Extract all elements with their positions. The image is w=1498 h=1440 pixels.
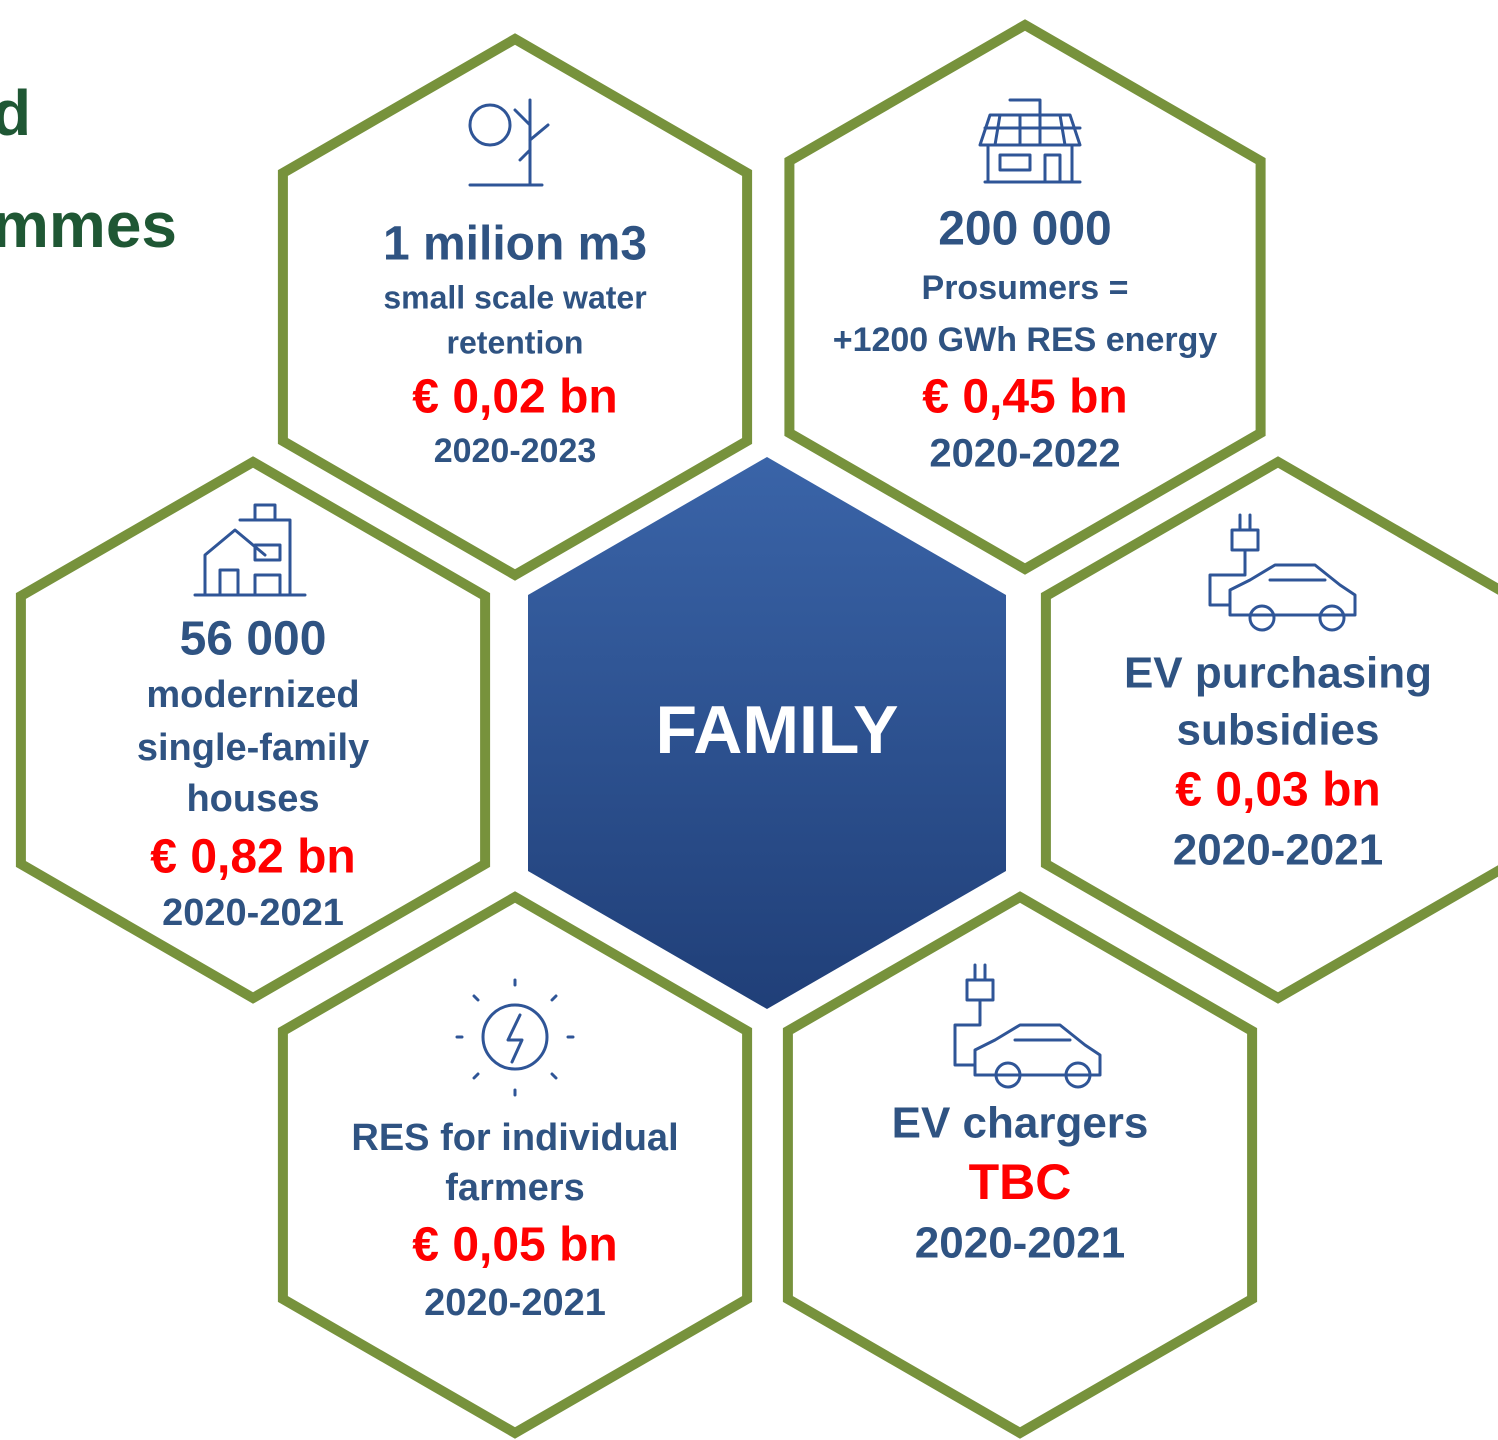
icon-solar-house: [980, 100, 1080, 182]
hexagon-description: EV purchasing: [1124, 649, 1432, 698]
hexagon-description: small scale water: [383, 279, 646, 315]
hexagon-description: +1200 GWh RES energy: [833, 321, 1218, 359]
hexagon-description: Prosumers =: [922, 269, 1129, 307]
hexagon-description: houses: [186, 778, 319, 820]
hexagon-period: 2020-2023: [434, 432, 597, 470]
title-fragment: mmes: [0, 189, 177, 261]
hexagon-amount: € 0,02 bn: [412, 371, 617, 424]
hexagon-description: subsidies: [1177, 706, 1380, 755]
hexagon-description: single-family: [137, 727, 369, 769]
hexagon-period: 2020-2021: [162, 892, 344, 934]
hexagon-amount: TBC: [969, 1154, 1072, 1210]
hexagon-period: 2020-2022: [929, 432, 1120, 476]
hexagon-amount: € 0,05 bn: [412, 1219, 617, 1272]
hexagon-period: 2020-2021: [1173, 826, 1383, 875]
hexagon-period: 2020-2021: [915, 1219, 1125, 1268]
hexagon-headline: 200 000: [938, 203, 1112, 256]
hexagon-amount: € 0,45 bn: [922, 371, 1127, 424]
icon-house: [195, 505, 305, 595]
hexagon-description: RES for individual: [351, 1117, 678, 1159]
title-fragment: d: [0, 77, 31, 149]
hexagon-description: farmers: [445, 1167, 584, 1209]
icon-ev-charger: [955, 965, 1100, 1087]
center-label: FAMILY: [655, 692, 898, 768]
icon-ev: [1210, 515, 1355, 630]
hexagon-period: 2020-2021: [424, 1282, 606, 1324]
hexagon-headline: 56 000: [180, 613, 327, 666]
icon-sun: [457, 980, 573, 1095]
hexagon-amount: € 0,82 bn: [150, 831, 355, 884]
hexagon-amount: € 0,03 bn: [1175, 764, 1380, 817]
hexagon-outline: [283, 897, 747, 1433]
icon-tree: [470, 100, 548, 185]
hexagon-description: modernized: [146, 674, 359, 716]
hexagon-description: retention: [447, 324, 584, 360]
page: d mmes FAMILY 1 milion m3 small scale wat…: [0, 0, 1498, 1440]
hexagon-headline: 1 milion m3: [383, 218, 647, 271]
infographic: d mmes FAMILY 1 milion m3 small scale wat…: [0, 0, 1498, 1440]
hexagon-description: EV chargers: [892, 1099, 1149, 1148]
